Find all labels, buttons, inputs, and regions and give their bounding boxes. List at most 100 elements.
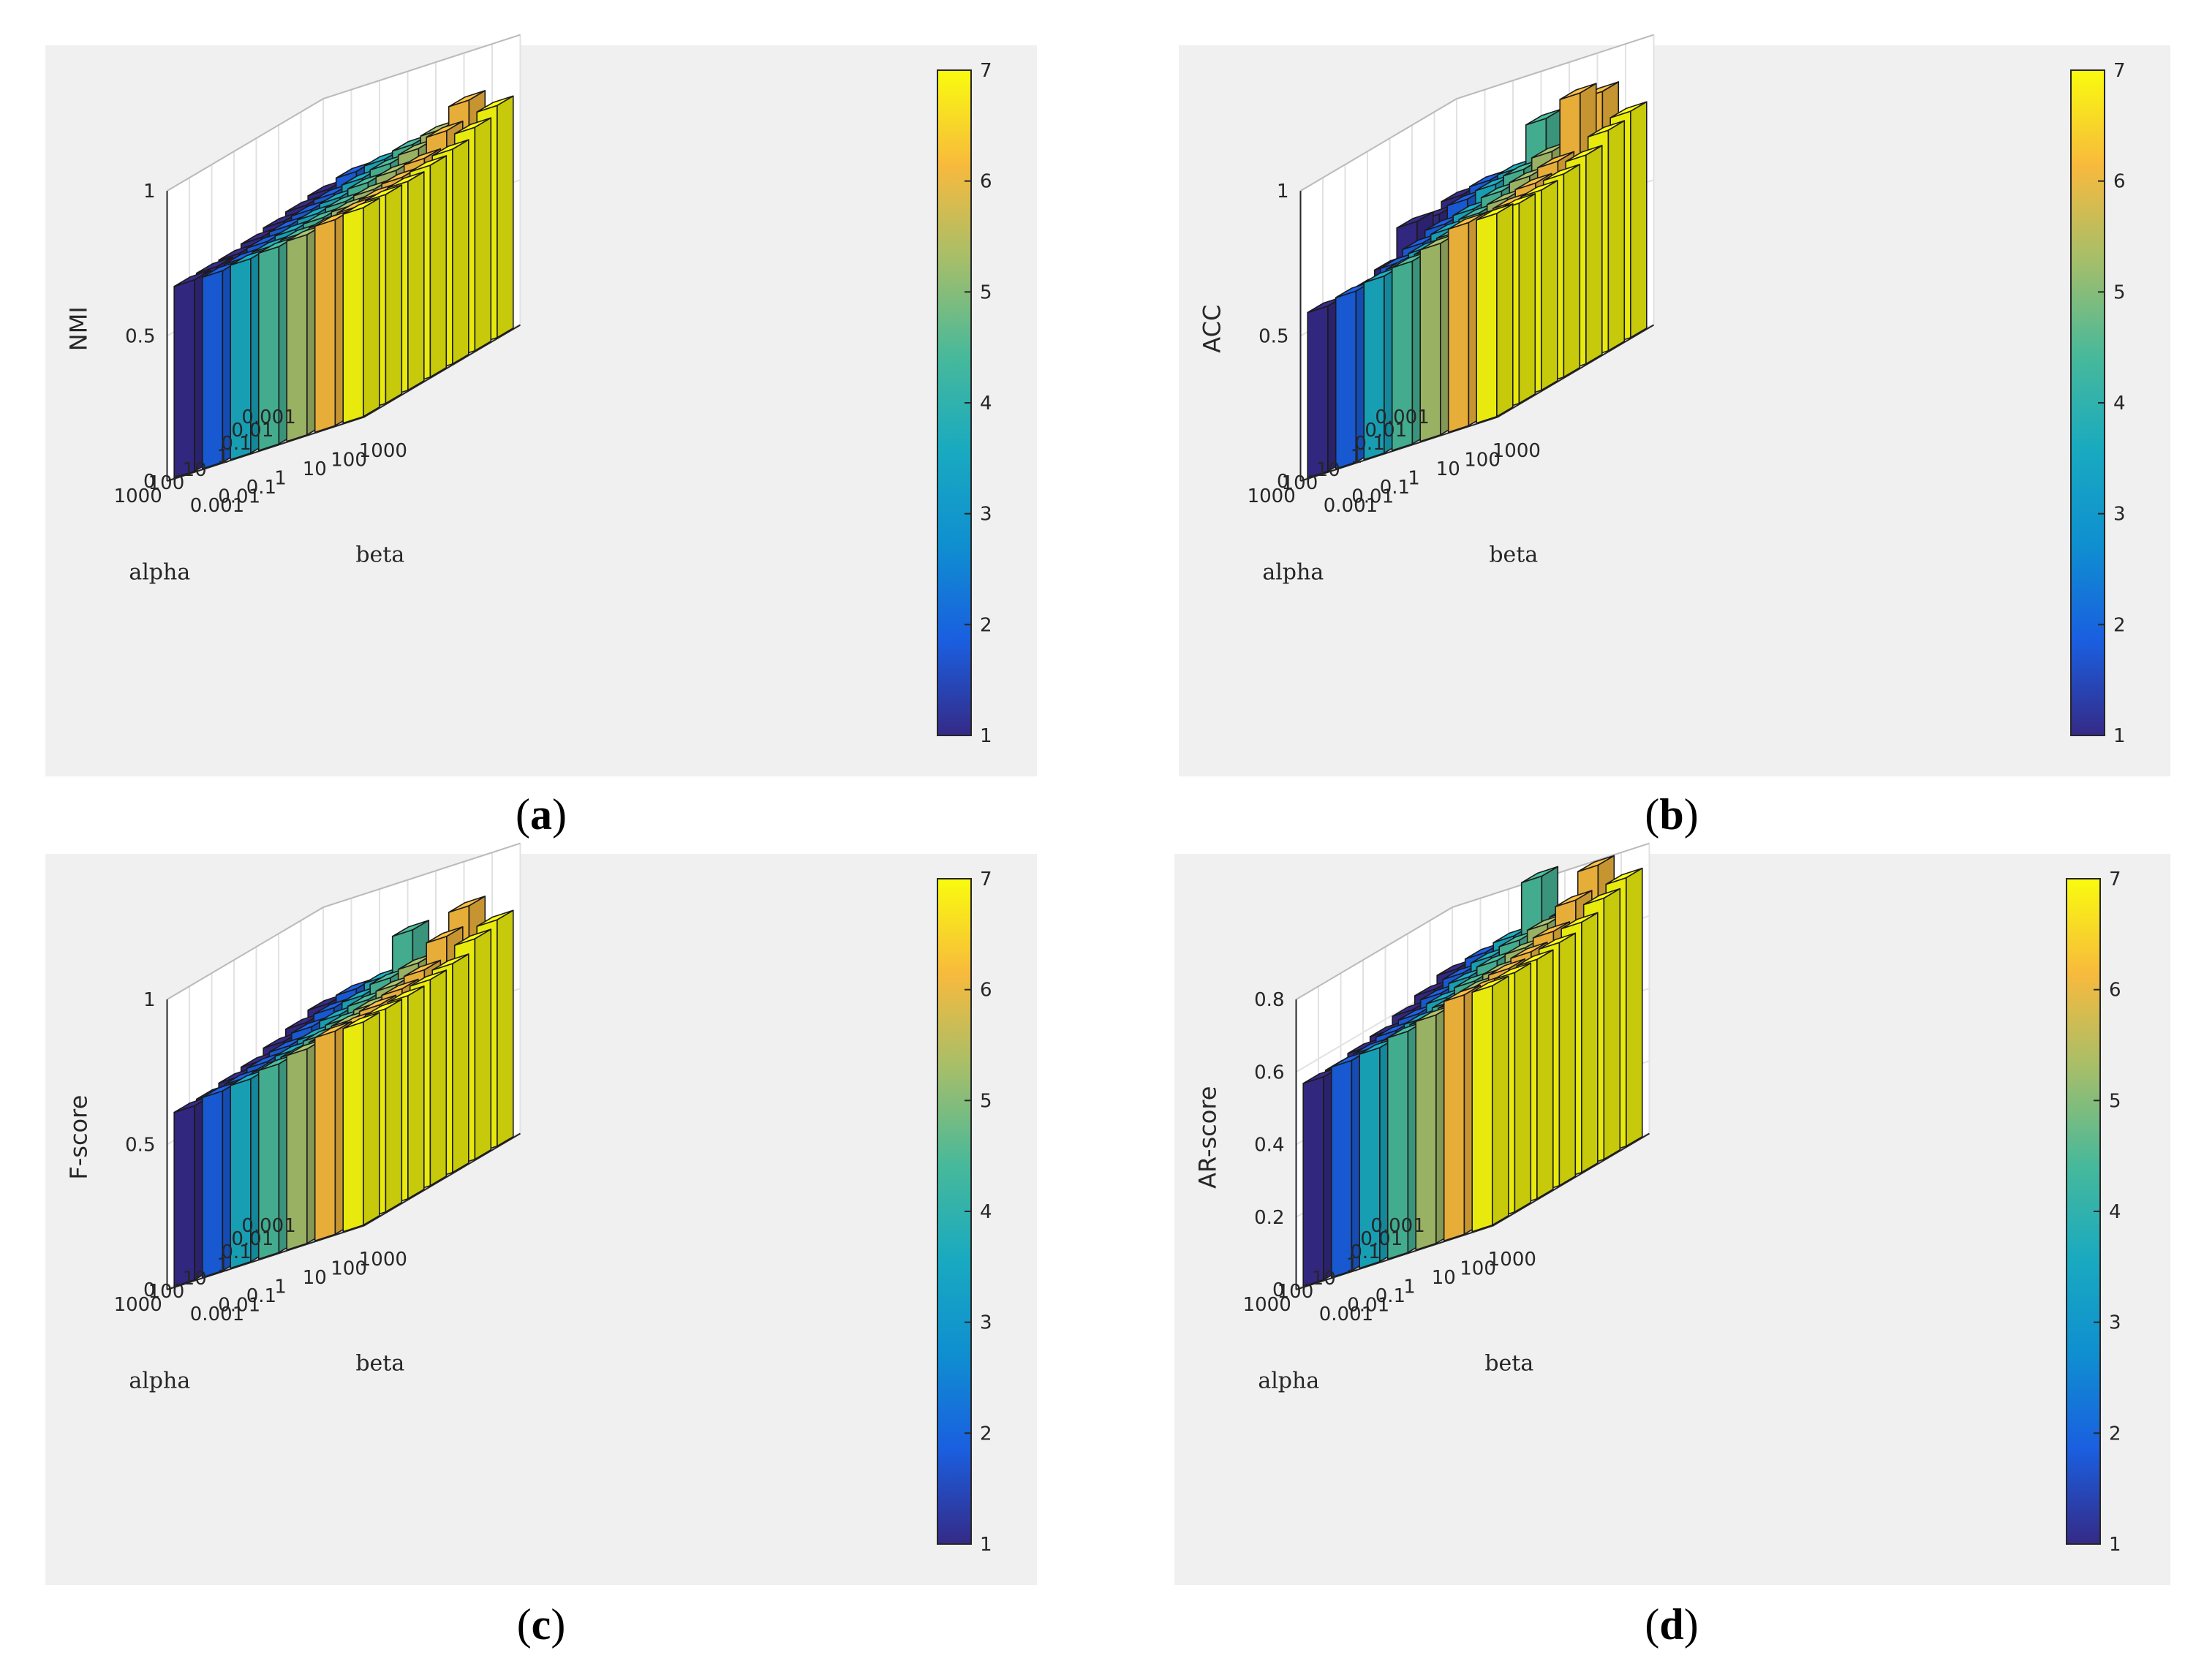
bar-face-top xyxy=(1559,83,1597,100)
beta-tick-label: 0.001 xyxy=(190,495,244,517)
bar-face-front xyxy=(1302,1076,1324,1287)
alpha-tick-label: 0.01 xyxy=(231,420,273,442)
bar-face-side xyxy=(452,139,469,365)
colorbar-tick-label: 4 xyxy=(980,1201,992,1223)
beta-tick-label: 1 xyxy=(1403,1276,1416,1298)
bar-face-top xyxy=(1493,962,1532,980)
bar-face-top xyxy=(274,219,312,237)
alpha-tick-label: 10 xyxy=(183,459,207,481)
bar-face-side xyxy=(1541,180,1558,391)
colorbar-tick-label: 4 xyxy=(2113,393,2126,415)
colorbar: 1 2 3 4 5 6 7 xyxy=(937,869,992,1556)
bar-face-top xyxy=(314,209,352,227)
bar-face-front xyxy=(1307,305,1329,479)
bar-face-side xyxy=(407,985,425,1200)
bar-face-front xyxy=(1335,290,1357,470)
bar-face-top xyxy=(358,994,397,1013)
colorbar-tick-label: 3 xyxy=(2109,1312,2121,1334)
bars xyxy=(1302,855,1643,1287)
beta-tick-label: 1000 xyxy=(359,1249,407,1271)
bar-face-top xyxy=(1532,921,1571,939)
bar-face-top xyxy=(387,171,425,189)
beta-tick-label: 1 xyxy=(1408,467,1420,489)
bar-face-top xyxy=(1396,211,1434,229)
z-tick-label: 0 xyxy=(1277,471,1289,493)
beta-axis-label: beta xyxy=(355,542,404,568)
colorbar-tick-label: 7 xyxy=(980,60,992,82)
bar-face-top xyxy=(426,926,464,944)
bar-face-front xyxy=(201,1090,224,1279)
floor-edge xyxy=(167,1132,521,1290)
colorbar-tick-label: 1 xyxy=(980,1534,992,1556)
chart-panel-a: 0 0.5 1 0.001 0.01 0.1 1 10 100 1000 0.001 0.01 0.1 1… xyxy=(45,34,1037,776)
beta-tick-label: 1 xyxy=(274,1276,287,1298)
bar-face-top xyxy=(1609,101,1648,118)
bar-face-top xyxy=(246,231,284,249)
alpha-tick-label: 0.1 xyxy=(221,433,251,455)
beta-tick-label: 0.001 xyxy=(1324,495,1378,517)
beta-axis-label: beta xyxy=(1484,1351,1533,1377)
beta-tick-label: 0.001 xyxy=(190,1303,244,1325)
beta-tick-label: 0.1 xyxy=(246,477,276,499)
alpha-tick-label: 0.001 xyxy=(1370,1215,1424,1237)
bar-face-top xyxy=(296,203,335,221)
bar-face-side xyxy=(1630,101,1648,338)
bars xyxy=(173,90,514,479)
beta-tick-label: 0.1 xyxy=(1375,1285,1405,1307)
bar-face-side xyxy=(474,117,492,352)
caption-a: (a) xyxy=(516,790,567,839)
bar-face-top xyxy=(431,953,469,971)
bar xyxy=(342,1012,380,1233)
bar-face-top xyxy=(1525,108,1563,126)
beta-tick-label: 1000 xyxy=(1492,440,1541,462)
z-tick-label: 1 xyxy=(143,989,156,1011)
box-edge xyxy=(1299,34,1654,192)
colorbar-tick-label: 4 xyxy=(980,393,992,415)
bar-face-top xyxy=(1538,932,1577,950)
bar-face-side xyxy=(1585,145,1603,365)
bar-face-top xyxy=(240,227,279,245)
bar-face-top xyxy=(335,978,374,996)
bar-face-front xyxy=(1447,222,1470,434)
bar-face-top xyxy=(342,1012,380,1029)
z-tick-label: 0.4 xyxy=(1254,1135,1284,1157)
alpha-tick-label: 10 xyxy=(183,1268,207,1290)
bar-face-side xyxy=(1626,867,1643,1147)
bar-face-side xyxy=(1581,912,1599,1173)
colorbar-tick-label: 7 xyxy=(980,869,992,890)
alpha-tick-label: 1 xyxy=(217,1255,230,1276)
chart-panel-c: 0 0.5 1 0.001 0.01 0.1 1 10 100 1000 0.001 0.01 0.1 1… xyxy=(45,842,1037,1585)
bar-face-top xyxy=(342,197,380,215)
box-edge xyxy=(1295,842,1650,1000)
bar-face-top xyxy=(1536,151,1575,169)
bar-face-top xyxy=(409,969,448,987)
colorbar-tick-label: 5 xyxy=(980,281,992,303)
colorbar-tick-label: 7 xyxy=(2109,869,2121,890)
bar-face-top xyxy=(230,248,268,266)
colorbar-tick-label: 2 xyxy=(980,1423,992,1445)
colorbar-tick-label: 6 xyxy=(2109,980,2121,1002)
beta-axis-label: beta xyxy=(355,1351,404,1377)
alpha-tick-label: 100 xyxy=(1278,1281,1314,1303)
beta-tick-label: 0.01 xyxy=(1347,1294,1389,1316)
bar-face-top xyxy=(290,199,329,217)
bar-face-top xyxy=(284,195,323,213)
alpha-axis-label: alpha xyxy=(1262,560,1324,586)
colorbar: 1 2 3 4 5 6 7 xyxy=(2070,60,2126,747)
alpha-axis-label: alpha xyxy=(1258,1369,1319,1394)
bar-face-top xyxy=(1520,180,1558,197)
colorbar-tick-label: 2 xyxy=(2113,614,2126,636)
beta-tick-label: 0.01 xyxy=(218,1294,260,1316)
alpha-axis-label: alpha xyxy=(129,1369,190,1394)
beta-tick-label: 100 xyxy=(1460,1257,1496,1279)
bar-face-top xyxy=(1514,173,1552,191)
alpha-tick-label: 0.01 xyxy=(231,1228,273,1250)
bar-face-side xyxy=(497,95,514,338)
z-tick-label: 0 xyxy=(1272,1279,1285,1301)
bar-face-side xyxy=(363,1012,380,1226)
caption-d: (d) xyxy=(1645,1600,1699,1649)
